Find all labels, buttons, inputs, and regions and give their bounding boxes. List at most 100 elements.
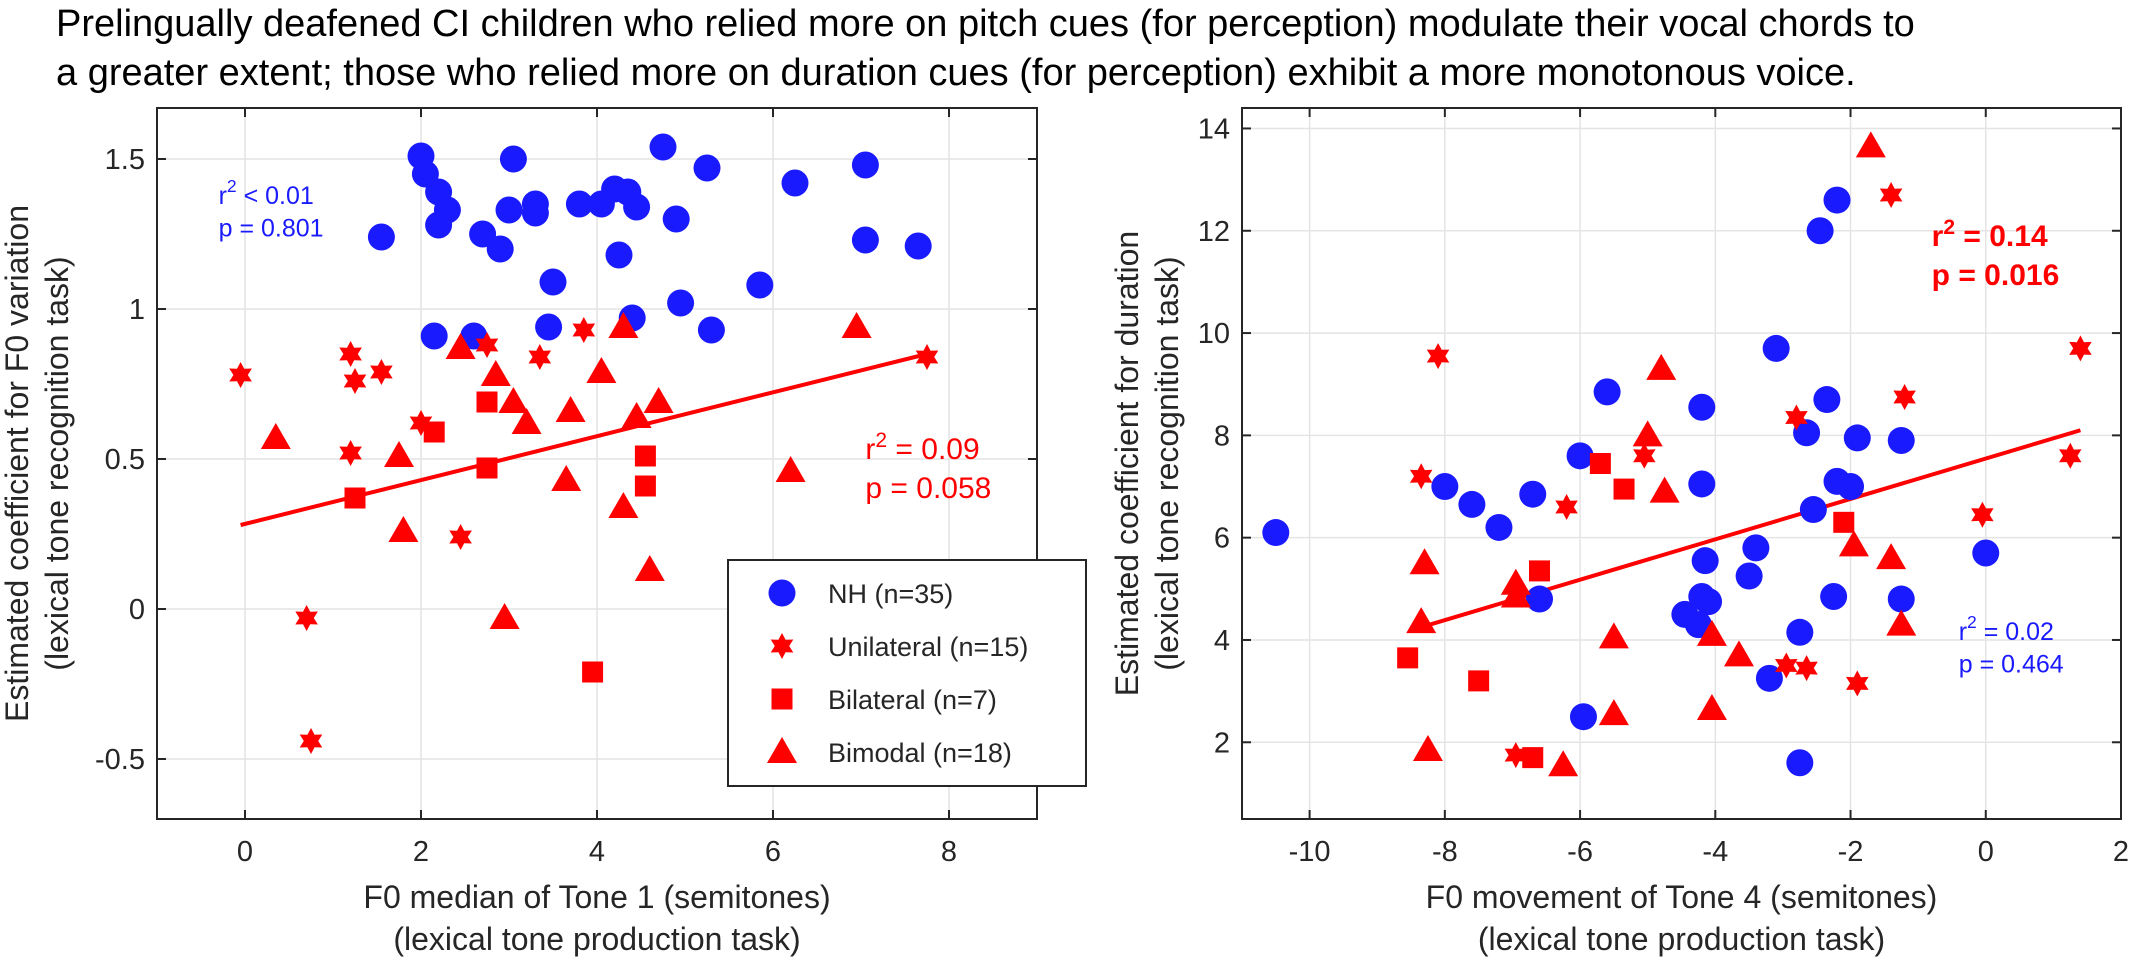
data-point-square <box>1833 511 1855 533</box>
x-tick-label: 4 <box>589 836 605 868</box>
data-point-hexagram <box>1633 442 1656 469</box>
data-point-circle <box>904 232 932 260</box>
chart-2: -10 -8 -6 -4 -2 0 2 2 4 6 8 10 12 14 F0 movement of To… <box>1109 107 2129 957</box>
series-nh <box>1262 186 2000 777</box>
series-bimodal <box>1406 131 1917 777</box>
p-value-annotation: p = 0.801 <box>219 215 324 243</box>
data-point-hexagram <box>370 359 393 385</box>
y-axis-label: (lexical tone recognition task) <box>39 256 75 670</box>
data-point-hexagram <box>1846 670 1869 697</box>
y-tick-label: 4 <box>1214 625 1230 657</box>
data-point-square <box>476 391 498 413</box>
data-point-square <box>1589 453 1611 474</box>
data-point-triangle <box>1632 420 1663 447</box>
x-tick-label: 8 <box>941 836 957 868</box>
y-tick-label: 1.5 <box>105 144 145 176</box>
data-point-hexagram <box>1785 404 1808 431</box>
x-tick-label: -8 <box>1432 836 1458 868</box>
data-point-triangle <box>1412 734 1443 761</box>
x-tick-label: 6 <box>765 836 781 868</box>
y-axis-label: Estimated coefficient for duration <box>1109 231 1145 696</box>
data-point-circle <box>623 193 651 221</box>
data-point-circle <box>1813 386 1841 414</box>
data-point-hexagram <box>1775 652 1798 679</box>
data-point-circle <box>1526 585 1554 613</box>
data-point-circle <box>1786 749 1814 777</box>
data-point-circle <box>1684 611 1712 639</box>
data-point-triangle <box>1548 750 1579 777</box>
x-axis-label: F0 median of Tone 1 (semitones) <box>363 879 830 915</box>
data-point-triangle <box>1500 581 1531 608</box>
figure-title-line1: Prelingually deafened CI children who re… <box>56 3 1915 45</box>
data-point-hexagram <box>2069 335 2092 362</box>
data-point-hexagram <box>409 410 433 436</box>
data-point-triangle <box>480 360 511 386</box>
y-tick-label: 0.5 <box>105 444 145 476</box>
data-point-hexagram <box>475 332 499 358</box>
data-point-triangle <box>1598 699 1629 726</box>
data-point-square <box>634 475 656 497</box>
data-point-hexagram <box>299 728 323 754</box>
data-point-triangle <box>1696 694 1727 721</box>
y-tick-label: 6 <box>1214 523 1230 555</box>
data-point-circle <box>1431 473 1459 501</box>
r-squared-annotation: r2 < 0.01 <box>219 176 314 210</box>
y-tick-label: 8 <box>1214 420 1230 452</box>
r-squared-annotation: r2 = 0.02 <box>1959 612 2054 646</box>
legend: NH (n=35) Unilateral (n=15) Bilateral (n=7… <box>727 559 1087 787</box>
x-tick-label: 2 <box>413 836 429 868</box>
data-point-hexagram <box>2059 442 2082 469</box>
x-axis-label: (lexical tone production task) <box>1478 921 1885 957</box>
data-point-circle <box>1735 562 1763 590</box>
data-point-circle <box>1762 334 1790 362</box>
data-point-circle <box>781 169 809 197</box>
data-point-triangle <box>1876 543 1907 570</box>
data-point-circle <box>851 151 879 179</box>
y-tick-label: 0 <box>129 594 145 626</box>
data-point-triangle <box>1598 622 1629 649</box>
data-point-circle <box>486 235 514 263</box>
data-point-square <box>1613 478 1635 500</box>
data-point-circle <box>746 271 774 299</box>
legend-marker-square <box>771 688 793 710</box>
data-point-hexagram <box>1504 742 1528 769</box>
x-tick-label: 2 <box>2113 836 2129 868</box>
data-point-triangle <box>1855 131 1886 158</box>
figure-title-line2: a greater extent; those who relied more … <box>56 52 1856 94</box>
y-tick-label: -0.5 <box>95 744 145 776</box>
data-point-hexagram <box>528 344 552 370</box>
data-point-square <box>476 457 498 479</box>
x-tick-label: 0 <box>1978 836 1994 868</box>
data-point-square <box>1468 670 1490 692</box>
data-point-triangle <box>608 312 639 338</box>
data-point-triangle <box>1696 619 1727 646</box>
data-point-triangle <box>586 357 617 383</box>
data-point-circle <box>1566 442 1594 470</box>
data-point-circle <box>605 241 633 269</box>
data-point-hexagram <box>1879 182 1903 208</box>
data-point-hexagram <box>915 344 939 370</box>
data-point-circle <box>425 211 453 239</box>
data-point-hexagram <box>1426 343 1450 370</box>
x-tick-label: -10 <box>1289 836 1331 868</box>
data-point-circle <box>469 220 497 248</box>
y-tick-label: 10 <box>1198 318 1230 350</box>
data-point-circle <box>1569 703 1597 731</box>
x-tick-label: -6 <box>1567 836 1593 868</box>
p-value-annotation: p = 0.058 <box>865 472 991 505</box>
data-point-circle <box>662 205 690 233</box>
legend-marker-hexagram <box>770 633 794 659</box>
legend-label: Unilateral (n=15) <box>828 632 1028 662</box>
data-point-triangle <box>445 333 476 359</box>
data-point-circle <box>367 223 395 251</box>
data-point-hexagram <box>572 317 596 343</box>
data-point-hexagram <box>1795 655 1818 682</box>
data-point-triangle <box>498 387 529 413</box>
data-point-circle <box>1485 513 1513 541</box>
data-point-hexagram <box>1555 494 1578 520</box>
series-bilateral <box>344 391 656 683</box>
data-point-circle <box>1823 186 1851 214</box>
data-point-circle <box>1688 393 1716 421</box>
data-point-square <box>582 661 604 683</box>
data-point-circle <box>1972 539 2000 567</box>
